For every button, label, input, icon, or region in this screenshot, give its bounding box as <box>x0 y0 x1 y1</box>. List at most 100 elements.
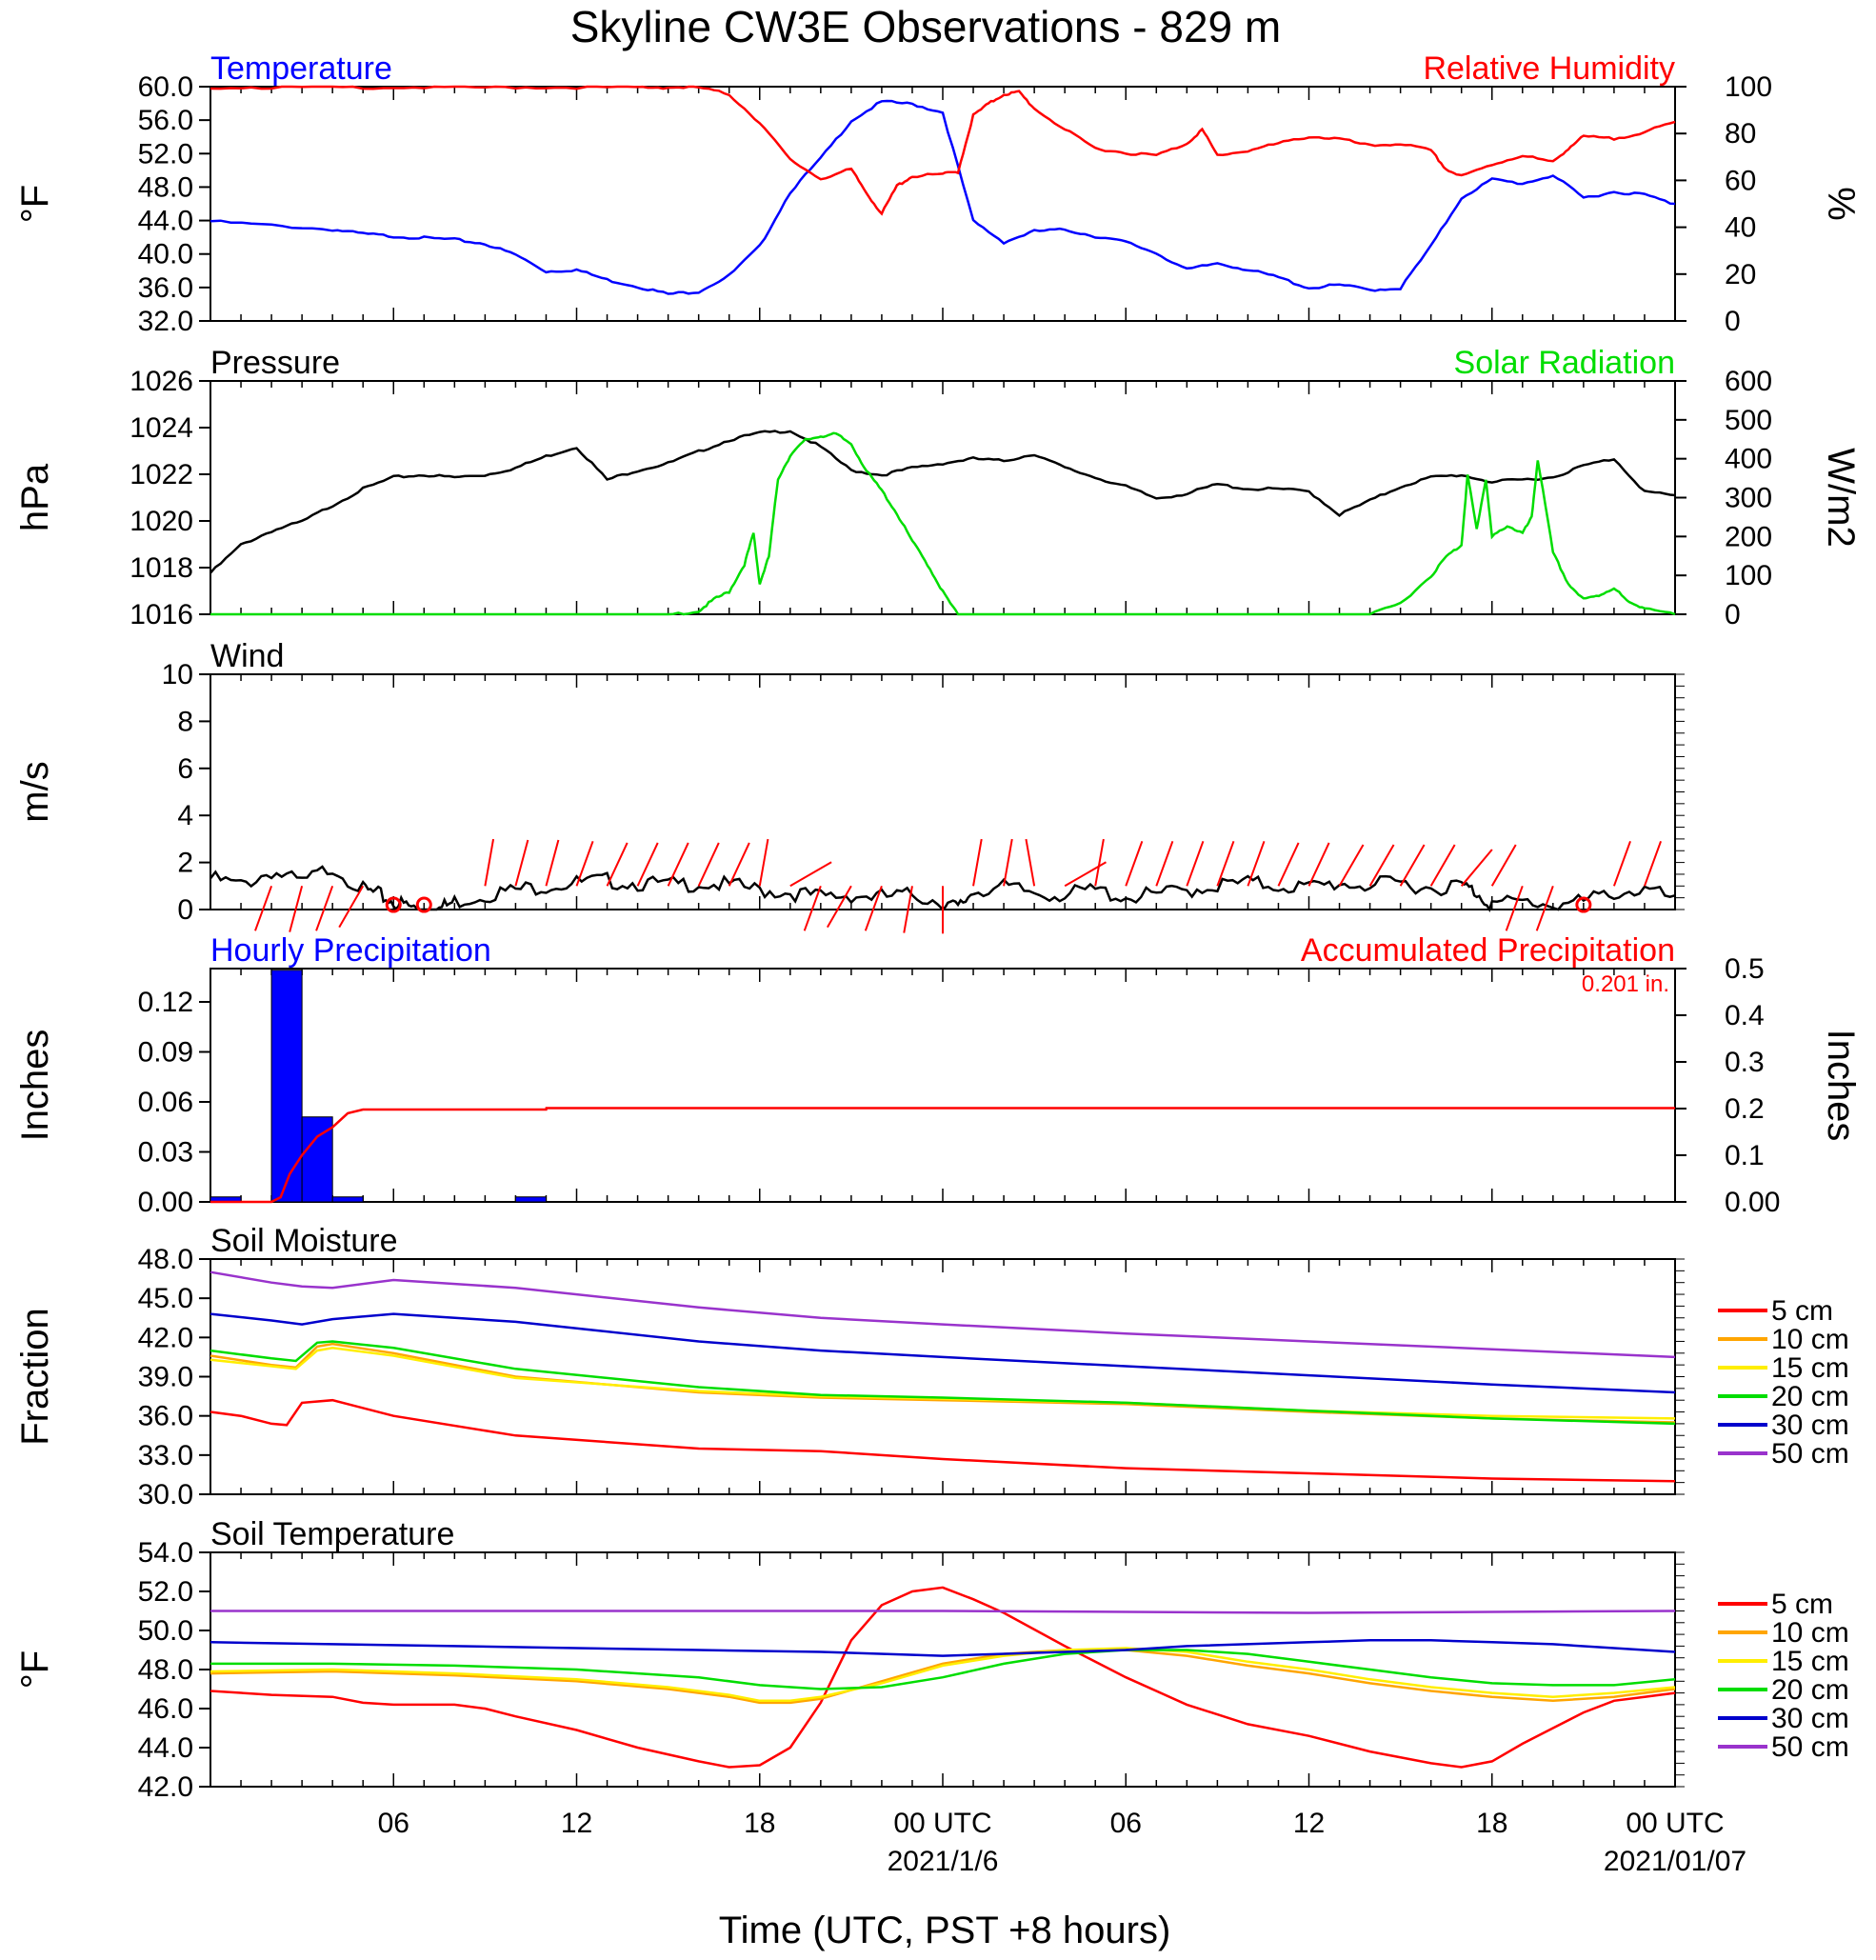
calm-marker <box>415 896 432 913</box>
panel-title-left: Pressure <box>210 345 340 381</box>
y-axis-title: hPa <box>14 463 56 531</box>
y-tick-label: 1016 <box>130 599 193 630</box>
x-date-label: 2021/1/6 <box>888 1846 999 1877</box>
series-50-cm <box>210 1270 1676 1359</box>
wind-barb <box>1368 844 1395 887</box>
wind-barb <box>484 838 495 887</box>
y-tick-label: 1018 <box>130 552 193 584</box>
legend-label: 15 cm <box>1771 1352 1849 1384</box>
y2-tick-label: 40 <box>1725 212 1756 244</box>
panel-precip: 0.00 0.03 0.06 0.09 0.12 0.00 0.1 0.2 0.3 0.4 0.5 H… <box>14 932 1862 1218</box>
y-axis-title: °F <box>14 185 56 223</box>
wind-barb <box>1429 844 1456 887</box>
wind-barb <box>606 842 629 887</box>
wind-barb <box>315 885 334 931</box>
precip-bar <box>270 970 303 1203</box>
y-tick-label: 32.0 <box>138 306 193 337</box>
y2-tick-label: 60 <box>1725 165 1756 196</box>
calm-marker <box>1575 896 1592 913</box>
wind-barb <box>1125 840 1144 887</box>
accum-annotation: 0.201 in. <box>1582 971 1669 997</box>
y-tick-label: 30.0 <box>138 1479 193 1510</box>
y-tick-label: 10 <box>162 659 193 690</box>
precip-bar <box>514 1196 547 1203</box>
y-tick-label: 1020 <box>130 506 193 537</box>
y-tick-label: 6 <box>177 753 193 785</box>
y2-tick-label: 0.3 <box>1725 1047 1765 1078</box>
y-tick-label: 33.0 <box>138 1440 193 1471</box>
wind-barb <box>1307 842 1330 887</box>
wind-barb <box>789 861 832 888</box>
wind-barb <box>575 840 594 887</box>
x-tick-label: 06 <box>1110 1808 1142 1839</box>
y-tick-label: 46.0 <box>138 1693 193 1725</box>
legend-label: 10 cm <box>1771 1617 1849 1649</box>
series-5-cm <box>210 1586 1676 1769</box>
y-tick-label: 2 <box>177 848 193 879</box>
panel-frame <box>210 673 1676 910</box>
legend-label: 50 cm <box>1771 1731 1849 1763</box>
legend-label: 50 cm <box>1771 1438 1849 1470</box>
y-tick-label: 44.0 <box>138 1732 193 1764</box>
y-tick-label: 42.0 <box>138 1771 193 1803</box>
wind-barb <box>1064 861 1107 888</box>
legend-label: 5 cm <box>1771 1589 1833 1620</box>
panel-frame <box>210 86 1676 322</box>
legend-label: 5 cm <box>1771 1295 1833 1327</box>
y2-tick-label: 300 <box>1725 483 1772 514</box>
wind-barb <box>1003 838 1013 887</box>
wind-barb <box>514 839 529 887</box>
y2-tick-label: 200 <box>1725 521 1772 552</box>
series-30-cm <box>210 1639 1676 1657</box>
wind-barb <box>1247 840 1266 887</box>
y-tick-label: 44.0 <box>138 206 193 237</box>
wind-barb <box>1535 885 1554 931</box>
panel-frame <box>210 380 1676 615</box>
y-tick-label: 1024 <box>130 412 193 444</box>
series-30-cm <box>210 1312 1676 1394</box>
wind-barb <box>1216 840 1235 887</box>
y-tick-label: 4 <box>177 800 193 831</box>
y-axis-title: Fraction <box>14 1308 56 1446</box>
panel-title-left: Temperature <box>210 50 392 87</box>
y2-tick-label: 100 <box>1725 560 1772 591</box>
y-tick-label: 1022 <box>130 459 193 490</box>
y-tick-label: 60.0 <box>138 71 193 103</box>
y2-tick-label: 0.00 <box>1725 1187 1780 1218</box>
wind-barb <box>1505 885 1524 931</box>
panel-title-right: Relative Humidity <box>1423 50 1675 87</box>
x-axis-title: Time (UTC, PST +8 hours) <box>719 1910 1171 1951</box>
wind-barb <box>903 886 913 933</box>
series-5-cm <box>210 1398 1676 1483</box>
y-axis-title: °F <box>14 1650 56 1689</box>
wind-barb <box>1277 842 1300 887</box>
wind-barb <box>338 885 365 929</box>
legend-label: 20 cm <box>1771 1381 1849 1412</box>
y2-axis-title: % <box>1820 187 1862 221</box>
panel-title-right: Solar Radiation <box>1454 345 1675 381</box>
precip-bar <box>301 1116 333 1203</box>
y2-tick-label: 80 <box>1725 118 1756 150</box>
panel-title-left: Hourly Precipitation <box>210 932 491 969</box>
chart-title: Skyline CW3E Observations - 829 m <box>570 2 1282 51</box>
y-tick-label: 40.0 <box>138 239 193 270</box>
wind-barb <box>728 842 750 887</box>
y-tick-label: 52.0 <box>138 1576 193 1608</box>
wind-barb <box>1155 840 1174 887</box>
panel-soil_temp: 42.0 44.0 46.0 48.0 50.0 52.0 54.0 Soil Tempera… <box>14 1516 1849 1803</box>
x-tick-label: 18 <box>744 1808 775 1839</box>
legend-label: 10 cm <box>1771 1324 1849 1355</box>
wind-barb <box>697 842 720 887</box>
wind-barb <box>289 886 304 932</box>
y2-tick-label: 100 <box>1725 71 1772 103</box>
panel-pressure_solar: 1016 1018 1020 1022 1024 1026 0 100 200 300 400 500… <box>14 345 1862 630</box>
wind-barb <box>1338 844 1365 887</box>
wind-barb <box>803 885 822 931</box>
y-tick-label: 48.0 <box>138 171 193 203</box>
wind-barb <box>545 839 560 887</box>
wind-barb <box>864 885 883 931</box>
y-tick-label: 50.0 <box>138 1615 193 1647</box>
y-tick-label: 56.0 <box>138 105 193 136</box>
x-tick-label: 12 <box>561 1808 592 1839</box>
